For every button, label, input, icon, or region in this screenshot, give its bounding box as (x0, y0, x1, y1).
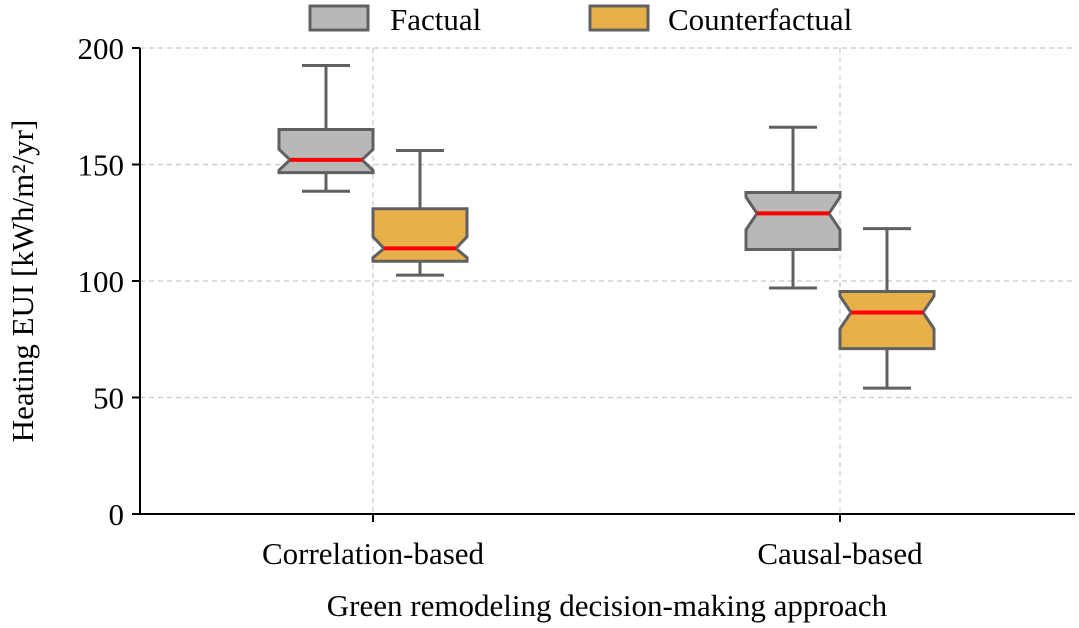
y-tick-label: 100 (78, 264, 125, 299)
boxes (277, 63, 936, 390)
y-tick-label: 0 (109, 497, 125, 532)
notched-box (744, 190, 842, 252)
y-tick-label: 150 (78, 148, 125, 183)
legend-label-counterfactual: Counterfactual (668, 2, 852, 37)
x-tick-label: Causal-based (757, 536, 923, 571)
legend-swatch-counterfactual (588, 4, 650, 32)
x-axis-label: Green remodeling decision-making approac… (327, 588, 888, 623)
y-tick-label: 200 (78, 31, 125, 66)
x-tick-label: Correlation-based (262, 536, 485, 571)
y-axis-label: Heating EUI [kWh/m²/yr] (5, 120, 40, 443)
y-tick-label: 50 (93, 381, 124, 416)
legend-swatch-factual (308, 4, 370, 32)
legend-label-factual: Factual (390, 2, 481, 37)
notched-box (277, 128, 375, 175)
ticks: 0 50 100 150 200 Correlation-based Causal-base… (78, 31, 924, 571)
notched-box (371, 207, 469, 263)
legend: Factual Counterfactual (308, 2, 852, 37)
notched-box (838, 289, 936, 351)
grid (140, 47, 1075, 514)
